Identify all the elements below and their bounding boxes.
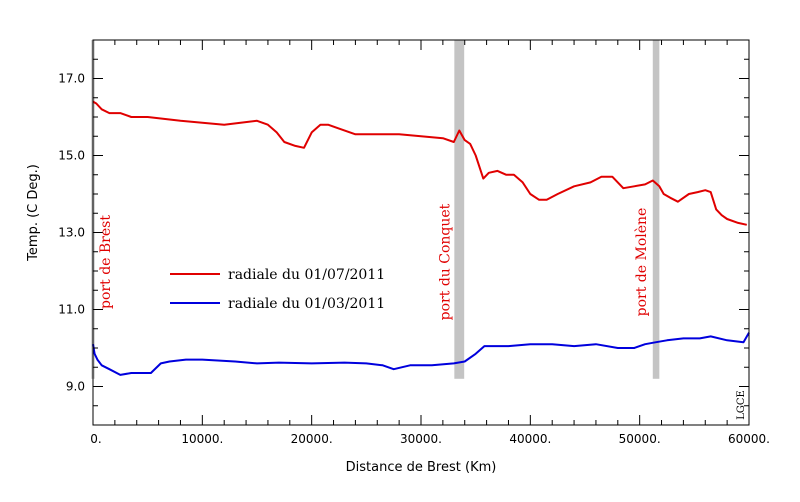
port-band-2 [652,40,660,379]
x-tick-label: 10000. [181,432,223,446]
x-tick-label: 40000. [509,432,551,446]
legend-label-1: radiale du 01/03/2011 [228,296,385,312]
port-label-2: port de Molène [634,208,650,317]
y-tick-label: 9.0 [66,380,85,394]
y-tick-label: 13.0 [58,226,85,240]
credit-label: LGCE [736,390,747,420]
y-tick-label: 15.0 [58,149,85,163]
y-axis-title: Temp. (C Deg.) [26,164,41,262]
port-labels: port de Brest port du Conquet port de Molè… [98,203,650,320]
axis-tick-labels: 0. 10000. 20000. 30000. 40000. 50000. 60000. 9.… [58,72,770,447]
port-band-1 [454,40,465,379]
series-layer [92,100,750,376]
y-tick-label: 11.0 [58,303,85,317]
plot-frame [92,39,750,426]
series-line-0 [92,100,748,226]
x-tick-label: 20000. [291,432,333,446]
x-tick-label: 0. [90,432,101,446]
x-tick-label: 50000. [619,432,661,446]
y-tick-label: 17.0 [58,72,85,86]
x-tick-label: 30000. [400,432,442,446]
series-line-1 [92,332,750,376]
legend-label-0: radiale du 01/07/2011 [228,267,385,283]
port-label-0: port de Brest [98,215,114,309]
legend: radiale du 01/07/2011 radiale du 01/03/20… [170,267,385,312]
axis-ticks [92,39,750,426]
port-bands [91,40,660,379]
port-label-1: port du Conquet [437,203,453,320]
x-tick-label: 60000. [728,432,770,446]
x-axis-title: Distance de Brest (Km) [346,460,497,475]
